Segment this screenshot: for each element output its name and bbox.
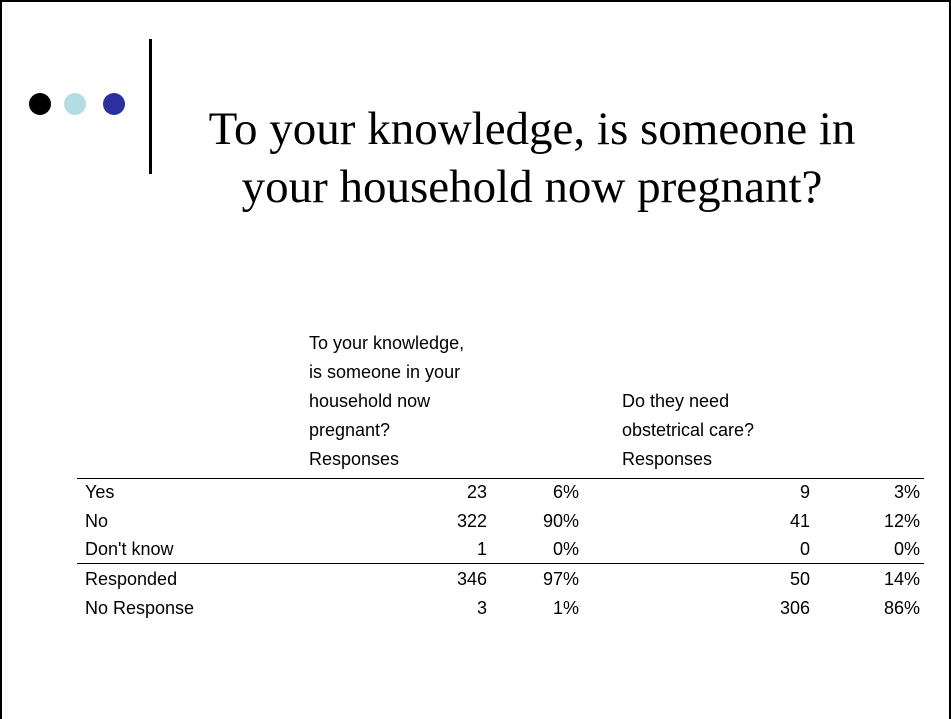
table-row: No 322 90% 41 12% [2,507,949,536]
column-header: To your knowledge, is someone in your ho… [309,329,481,474]
row-label: Yes [85,482,115,502]
table-cell: 97% [542,569,579,589]
table-cell: 23 [466,482,487,502]
table-row: Don't know 1 0% 0 0% [2,535,949,564]
table-cell: 9 [799,482,810,502]
divider [149,39,152,174]
table-cell: 6% [552,482,579,502]
table-cell: 3 [476,598,487,618]
row-label: Don't know [85,539,174,559]
table-cell: 0% [552,539,579,559]
table-cell: 86% [883,598,920,618]
column-question: Do they need obstetrical care? [622,391,755,440]
column-label: Responses [309,449,400,469]
slide-title: To your knowledge, is someone in your ho… [208,103,856,213]
table-rule [77,478,924,479]
table-cell: 3% [893,482,920,502]
table-cell: 0% [893,539,920,559]
bullet-dot [64,93,86,115]
table-rule [77,563,924,564]
column-question: To your knowledge, is someone in your ho… [309,333,465,440]
column-label: Responses [622,449,713,469]
row-label: No Response [85,598,195,618]
table-cell: 306 [779,598,810,618]
row-label: No [85,511,109,531]
table-cell: 12% [883,511,920,531]
bullet-dot [29,93,51,115]
row-label: Responded [85,569,178,589]
table-cell: 1% [552,598,579,618]
table-cell: 322 [456,511,487,531]
table-row: No Response 3 1% 306 86% [2,594,949,623]
table-cell: 41 [789,511,810,531]
table-cell: 14% [883,569,920,589]
column-header: Do they need obstetrical care? Responses [622,387,797,474]
table-cell: 0 [799,539,810,559]
table-cell: 1 [476,539,487,559]
table-cell: 346 [456,569,487,589]
table-row: Responded 346 97% 50 14% [2,565,949,594]
table-cell: 50 [789,569,810,589]
table-row: Yes 23 6% 9 3% [2,478,949,507]
bullet-dot [103,93,125,115]
table-cell: 90% [542,511,579,531]
